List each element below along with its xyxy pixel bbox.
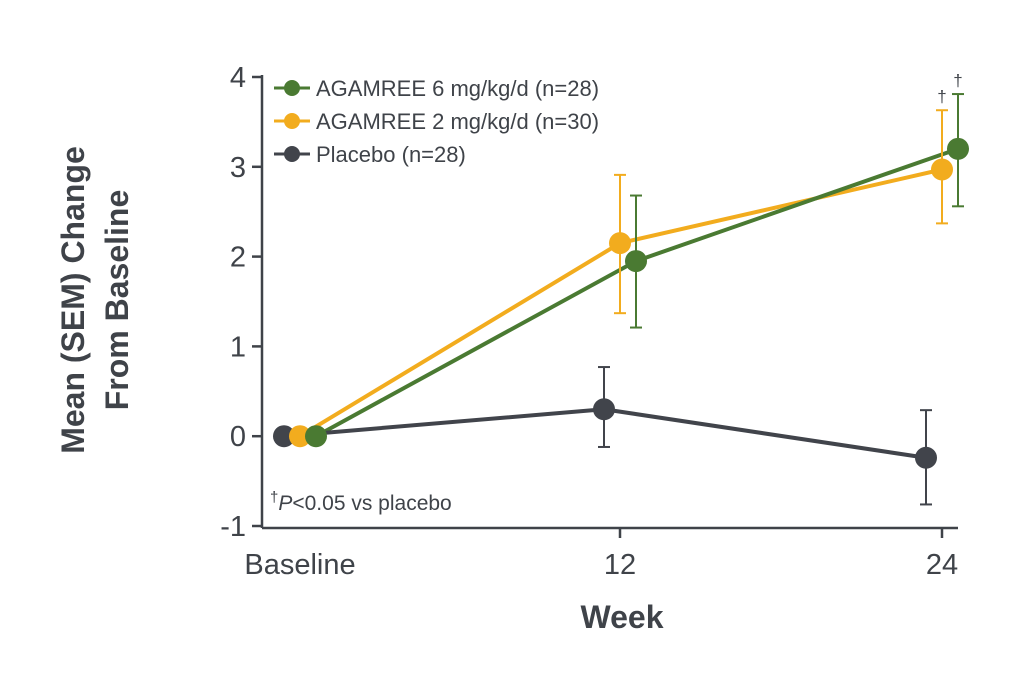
y-ticks: -1 0 1 2 3 4 (220, 62, 262, 543)
y-tick-label: 4 (230, 62, 246, 94)
axes (260, 75, 958, 530)
legend-marker (284, 113, 300, 129)
y-tick-label: 1 (230, 331, 246, 363)
legend-label: AGAMREE 2 mg/kg/d (n=30) (316, 109, 599, 134)
x-tick-label: 12 (604, 549, 636, 581)
data-point (915, 446, 937, 469)
legend-marker (284, 80, 300, 96)
y-tick-label: 2 (230, 242, 246, 274)
footnote-p: P (278, 492, 292, 515)
y-axis-title-line-1: Mean (SEM) Change (55, 146, 91, 454)
footnote-text: <0.05 vs placebo (292, 492, 451, 515)
data-point (289, 425, 311, 448)
series-group: †† (273, 71, 969, 506)
footnote-dagger: † (270, 489, 278, 506)
footnote: †P<0.05 vs placebo (270, 489, 452, 516)
y-tick-label: -1 (220, 511, 246, 543)
significance-marker: † (953, 71, 962, 90)
data-point (947, 137, 969, 160)
x-ticks: Baseline 12 24 (244, 528, 958, 581)
significance-marker: † (937, 87, 946, 106)
data-point (609, 232, 631, 255)
y-axis-title-line-2: From Baseline (99, 190, 135, 411)
legend: AGAMREE 6 mg/kg/d (n=28) AGAMREE 2 mg/kg/… (274, 76, 599, 167)
data-point (593, 398, 615, 421)
x-tick-label: Baseline (244, 549, 355, 581)
legend-label: AGAMREE 6 mg/kg/d (n=28) (316, 76, 599, 101)
legend-label: Placebo (n=28) (316, 142, 466, 167)
data-point (931, 158, 953, 181)
x-tick-label: 24 (926, 549, 958, 581)
legend-marker (284, 146, 300, 162)
y-tick-label: 0 (230, 421, 246, 453)
y-tick-label: 3 (230, 152, 246, 184)
data-point (305, 425, 327, 448)
x-axis-title: Week (580, 599, 663, 635)
data-point (273, 425, 295, 448)
data-point (625, 250, 647, 273)
